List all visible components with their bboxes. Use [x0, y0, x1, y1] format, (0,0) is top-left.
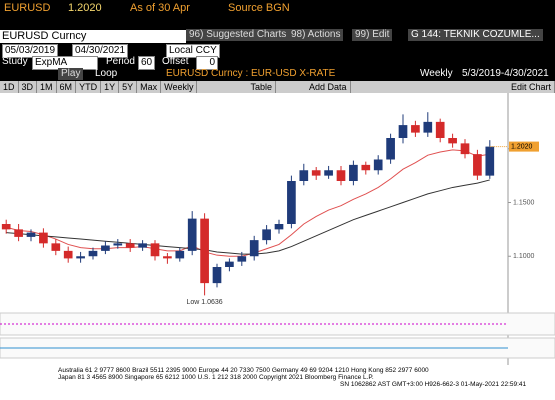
- candle: [448, 138, 457, 144]
- tab[interactable]: Max: [137, 81, 162, 93]
- candle: [361, 164, 371, 171]
- y-tick-label: 1.1500: [513, 199, 535, 206]
- candle: [175, 250, 185, 259]
- frequency: Weekly: [420, 68, 453, 79]
- candle: [460, 143, 470, 155]
- candle: [373, 159, 383, 171]
- tab[interactable]: 1Y: [101, 81, 120, 93]
- candle: [274, 224, 284, 230]
- last-price-box: [509, 141, 539, 152]
- start-date[interactable]: 05/03/2019: [2, 44, 59, 58]
- candle: [386, 138, 395, 160]
- candle: [435, 121, 445, 138]
- candle: [163, 256, 172, 259]
- candle: [26, 232, 36, 237]
- candle: [51, 243, 61, 251]
- menu[interactable]: 96) Suggested Charts: [186, 29, 290, 41]
- y-tick-label: 1.1000: [513, 253, 535, 260]
- tab[interactable]: 6M: [56, 81, 77, 93]
- source: Source BGN: [228, 2, 290, 14]
- candle: [76, 256, 85, 259]
- candle: [113, 243, 123, 246]
- description: EURUSD Curncy : EUR-USD X-RATE: [166, 68, 336, 79]
- candle: [485, 146, 495, 176]
- tab[interactable]: YTD: [76, 81, 102, 93]
- candle: [125, 243, 135, 248]
- tab[interactable]: Table: [247, 81, 276, 93]
- last-price-label: 1.2020: [511, 143, 533, 150]
- ticker: EURUSD: [4, 2, 51, 14]
- end-date[interactable]: 04/30/2021: [72, 44, 129, 58]
- candle: [423, 121, 433, 133]
- footer-line: SN 1062862 AST GMT+3:00 H926-662-3 01-Ma…: [340, 381, 527, 388]
- candle: [262, 229, 271, 241]
- tab[interactable]: 1D: [0, 81, 19, 93]
- candle: [311, 170, 321, 176]
- candle: [200, 218, 209, 284]
- play[interactable]: Play: [58, 68, 84, 80]
- candle: [187, 218, 197, 251]
- candle: [63, 250, 73, 259]
- loop[interactable]: Loop: [95, 68, 118, 79]
- study-line: [6, 149, 490, 257]
- tab-bar: 1D 3D 1M 6M YTD 1Y 5Y Max Weekly Table Add Data Edi…: [0, 81, 555, 93]
- tab[interactable]: 5Y: [119, 81, 138, 93]
- candle: [299, 170, 309, 181]
- study-line: [6, 179, 490, 255]
- offset[interactable]: 0: [196, 56, 218, 70]
- candle: [88, 250, 98, 257]
- period[interactable]: 60: [138, 56, 156, 70]
- candle: [336, 170, 346, 181]
- menu[interactable]: 98) Actions: [288, 29, 344, 41]
- candle: [287, 181, 296, 224]
- study-label: Study: [2, 56, 28, 67]
- footer-line: Japan 81 3 4565 8900 Singapore 65 6212 1…: [58, 374, 374, 381]
- footer-line: Australia 61 2 9777 8600 Brazil 5511 239…: [58, 367, 429, 374]
- candle: [324, 170, 333, 176]
- candle: [473, 154, 482, 176]
- annotation: Low 1.0636: [186, 299, 222, 306]
- candle: [212, 267, 222, 284]
- candle: [150, 243, 160, 257]
- title: G 144: TEKNIK COZUMLE...: [408, 29, 543, 41]
- security-field[interactable]: EURUSD Curncy: [0, 30, 186, 43]
- candle: [138, 243, 147, 248]
- price: 1.2020: [68, 2, 102, 14]
- range: 5/3/2019-4/30/2021: [462, 68, 549, 79]
- tab[interactable]: Edit Chart: [507, 81, 555, 93]
- footer: [0, 365, 555, 400]
- menu[interactable]: 99) Edit: [352, 29, 393, 41]
- candle: [225, 261, 234, 267]
- candle: [101, 245, 110, 251]
- candle: [411, 125, 420, 133]
- offset-label: Offset: [162, 56, 189, 67]
- currency[interactable]: Local CCY: [166, 44, 220, 58]
- as-of: As of 30 Apr: [130, 2, 190, 14]
- tab[interactable]: 1M: [37, 81, 57, 93]
- candle: [14, 229, 23, 237]
- tab[interactable]: Weekly: [161, 81, 198, 93]
- tab[interactable]: Add Data: [305, 81, 351, 93]
- candle: [249, 240, 259, 257]
- period-label: Period: [106, 56, 135, 67]
- candle: [349, 164, 358, 181]
- candle: [39, 232, 48, 244]
- candle: [1, 224, 11, 230]
- tab[interactable]: 3D: [18, 81, 38, 93]
- candle: [237, 256, 247, 262]
- candle: [398, 125, 408, 138]
